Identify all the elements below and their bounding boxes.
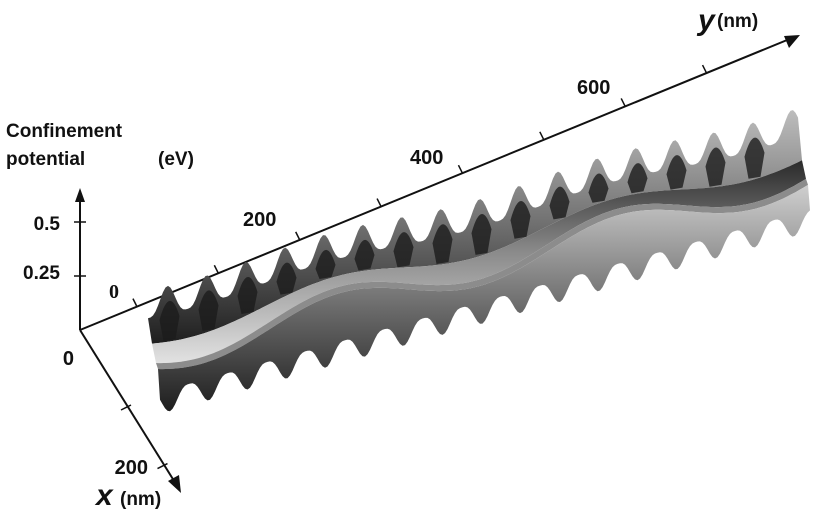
back-ridge-crest [315, 249, 336, 279]
x-axis-unit: (nm) [120, 489, 161, 510]
y-tick-500 [539, 131, 545, 141]
y-tick-label-400: 400 [410, 147, 443, 169]
back-ridge-crest [159, 300, 180, 342]
back-ridge-crest [237, 276, 258, 315]
y-tick-100 [213, 264, 220, 274]
x-axis-arrowhead [168, 475, 181, 493]
back-ridge-crest [666, 155, 687, 190]
y-tick-label-600: 600 [577, 77, 610, 99]
back-ridge-crest [471, 214, 492, 255]
y-tick-200 [295, 231, 301, 241]
back-ridge-crest [393, 232, 414, 268]
axis-ticks [74, 64, 708, 470]
z-axis-arrowhead [75, 188, 85, 202]
y-axis-unit: (nm) [717, 11, 758, 32]
axes [75, 35, 800, 493]
back-ridge-crest [588, 173, 609, 203]
channel-floor [152, 160, 806, 364]
y-tick-600 [620, 98, 626, 107]
y-tick-700 [701, 64, 708, 74]
z-tick-label-0.5: 0.5 [34, 214, 61, 235]
back-ridge-crest [198, 290, 219, 332]
front-ridge-wall [158, 184, 810, 412]
z-axis-label-line2: potential [6, 149, 85, 170]
back-ridge-crest [744, 137, 765, 179]
z-tick-label-0.25: 0.25 [23, 263, 60, 284]
y-tick-300 [376, 198, 382, 207]
back-ridge-crest [549, 186, 570, 220]
x-tick-label-200: 200 [115, 457, 148, 479]
x-axis-letter: x [94, 479, 114, 512]
x-tick-label-0: 0 [63, 348, 74, 370]
back-ridge-crest [510, 201, 531, 239]
back-ridge-crest [705, 147, 726, 187]
y-tick-400 [457, 164, 464, 174]
y-axis-letter: y [696, 4, 716, 37]
back-ridge-crest [627, 163, 648, 194]
back-ridge-crest [354, 239, 375, 271]
z-axis-label-line1: Confinement [6, 121, 123, 142]
potential-surface [148, 110, 810, 412]
y-axis-line [79, 37, 793, 331]
back-ridge-crest [276, 262, 297, 295]
x-tick-200 [157, 462, 168, 470]
y-tick-label-0: 0 [109, 281, 119, 303]
y-tick-0 [132, 298, 138, 307]
back-ridge-crest [432, 224, 453, 265]
y-axis-arrowhead [784, 35, 800, 48]
channel-edge [156, 178, 808, 370]
x-tick-100 [120, 404, 132, 411]
z-axis-unit: (eV) [158, 149, 194, 170]
y-tick-label-200: 200 [243, 209, 276, 231]
